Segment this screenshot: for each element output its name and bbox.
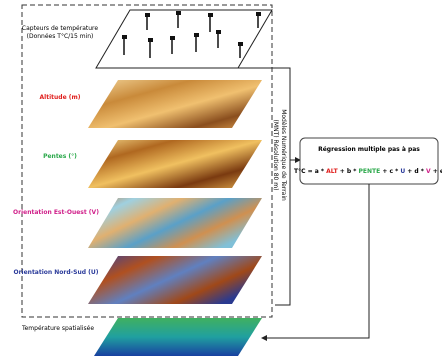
formula-part: + d *: [405, 168, 426, 175]
sensors-subtitle: (Données T°C/15 min): [27, 33, 94, 40]
formula-part: + c *: [380, 168, 400, 175]
diagram: Capteurs de température (Données T°C/15 …: [0, 0, 442, 358]
arrow: [262, 184, 369, 338]
regression-title: Régression multiple pas à pas: [318, 146, 420, 153]
formula: T°C = a * ALT + b * PENTE + c * U + d * …: [294, 168, 442, 175]
regression-box: [300, 138, 438, 184]
mnt-text: (MNT) Résolution 80 m): [272, 120, 279, 191]
formula-part: PENTE: [359, 168, 381, 175]
sensors-title: Capteurs de température: [22, 25, 98, 32]
formula-part: T°C = a *: [294, 168, 326, 175]
formula-part: + e: [431, 168, 442, 175]
layer-label: Orientation Est-Ouest (V): [13, 209, 99, 216]
mnt-text: Modèles Numérique de Terrain: [280, 109, 287, 201]
formula-part: + b *: [338, 168, 359, 175]
layer-label: Altitude (m): [40, 94, 81, 101]
temperature-layer: [94, 318, 262, 356]
ew-layer: [88, 198, 262, 248]
altitude-layer: [88, 80, 262, 128]
slope-layer: [88, 140, 262, 188]
layer-label: Orientation Nord-Sud (U): [13, 269, 98, 276]
output-label: Température spatialisée: [21, 325, 94, 332]
ns-layer: [88, 256, 262, 304]
layer-label: Pentes (°): [43, 153, 77, 160]
